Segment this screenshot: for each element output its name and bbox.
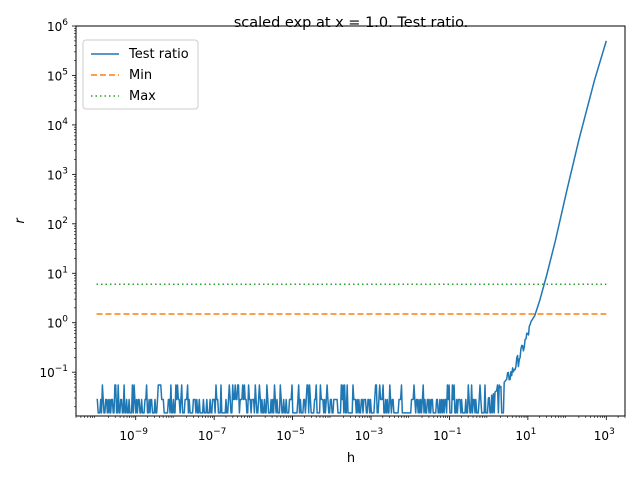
x-tick-label: 103 [594,427,615,443]
legend-label-test-ratio: Test ratio [128,47,189,62]
y-tick-label: 104 [47,117,68,133]
legend: Test ratio Min Max [82,39,199,110]
y-tick-label: 100 [47,315,68,331]
y-tick-label: 10−1 [39,364,68,380]
y-tick-label: 106 [47,18,68,34]
y-tick-label: 105 [47,67,68,83]
x-tick-label: 10−9 [119,427,148,443]
y-tick-label: 103 [47,166,68,182]
series-line-test-ratio [96,40,608,414]
x-tick-label: 10−1 [433,427,462,443]
x-tick-label: 10−7 [198,427,227,443]
y-axis-label: r [13,217,28,224]
y-tick-label: 102 [47,216,68,232]
x-tick-label: 10−3 [355,427,384,443]
legend-label-max: Max [129,89,156,104]
legend-label-min: Min [129,68,152,83]
y-tick-label: 101 [47,265,68,281]
x-axis-label: h [347,451,355,466]
x-tick-label: 101 [515,427,536,443]
x-tick-label: 10−5 [276,427,305,443]
legend-box [82,39,199,110]
chart-title: scaled exp at x = 1.0. Test ratio. [234,15,469,31]
